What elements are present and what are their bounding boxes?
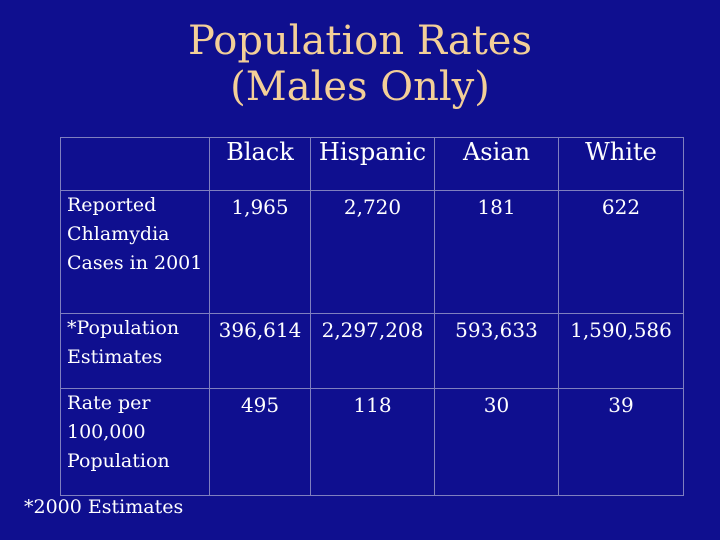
table-cell: 30 bbox=[434, 388, 559, 496]
slide-title-line1: Population Rates bbox=[188, 18, 532, 64]
population-rates-table: Black Hispanic Asian White Reported Chla… bbox=[60, 137, 684, 496]
table-cell: 622 bbox=[558, 190, 684, 314]
column-header-black: Black bbox=[209, 137, 311, 191]
table-row: Rate per 100,000 Population 495 118 30 3… bbox=[60, 388, 684, 496]
table-cell: 181 bbox=[434, 190, 559, 314]
table-cell: 495 bbox=[209, 388, 311, 496]
footnote: *2000 Estimates bbox=[24, 496, 184, 518]
row-label-cases: Reported Chlamydia Cases in 2001 bbox=[60, 190, 210, 314]
table-cell: 39 bbox=[558, 388, 684, 496]
row-label-population: *Population Estimates bbox=[60, 313, 210, 389]
table-cell: 2,297,208 bbox=[310, 313, 435, 389]
column-header-white: White bbox=[558, 137, 684, 191]
row-label-rate: Rate per 100,000 Population bbox=[60, 388, 210, 496]
table-cell: 1,590,586 bbox=[558, 313, 684, 389]
table-cell: 118 bbox=[310, 388, 435, 496]
table-row: Reported Chlamydia Cases in 2001 1,965 2… bbox=[60, 190, 684, 314]
table-cell: 1,965 bbox=[209, 190, 311, 314]
header-empty-cell bbox=[60, 137, 210, 191]
slide-title: Population Rates (Males Only) bbox=[0, 18, 720, 110]
slide-title-line2: (Males Only) bbox=[230, 64, 490, 110]
column-header-asian: Asian bbox=[434, 137, 559, 191]
table-cell: 396,614 bbox=[209, 313, 311, 389]
table-row: *Population Estimates 396,614 2,297,208 … bbox=[60, 313, 684, 389]
column-header-hispanic: Hispanic bbox=[310, 137, 435, 191]
table-header-row: Black Hispanic Asian White bbox=[60, 137, 684, 191]
table-cell: 593,633 bbox=[434, 313, 559, 389]
table-cell: 2,720 bbox=[310, 190, 435, 314]
